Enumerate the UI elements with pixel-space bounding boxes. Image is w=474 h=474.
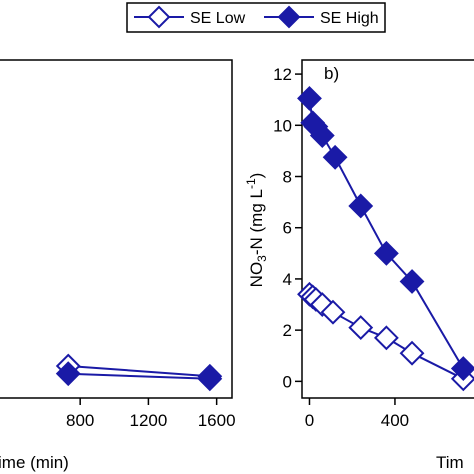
panel-a-x-ticks: 800 1200 1600 [66, 398, 236, 430]
legend-high-label: SE High [320, 10, 379, 27]
panel-a-series-1-point [197, 366, 223, 392]
panel-a-series-1-line [68, 372, 210, 380]
legend-low-marker [147, 5, 171, 29]
panel-b-series-1-point [322, 144, 348, 170]
legend-low-label: SE Low [190, 10, 246, 27]
y-title-end: ) [247, 173, 266, 179]
y-title-sub: 3 [255, 255, 269, 262]
panel-b-y-tick-label: 4 [283, 270, 292, 289]
panel-a-x-tick-label: 800 [66, 411, 94, 430]
panel-b-series-1-point [450, 356, 474, 381]
panel-b-x-tick-label: 0 [305, 411, 314, 430]
panel-b-y-ticks: 0 2 4 6 8 10 12 [273, 65, 302, 391]
panel-b-y-tick-label: 12 [273, 65, 292, 84]
panel-b-series-1-point [348, 193, 374, 219]
panel-a-frame [0, 59, 233, 399]
panel-a: 800 1200 1600 ime (min) [0, 59, 236, 472]
panel-b-y-tick-label: 10 [273, 116, 292, 135]
panel-a-series-1-point [55, 361, 81, 387]
panel-b: 0 400 0 2 4 6 8 10 12 b) NO3-N (mg L-1) Tim [244, 59, 474, 472]
panel-b-series-0-point [399, 340, 425, 366]
y-title-sup: -1 [244, 178, 258, 189]
panel-b-series-0-point [348, 315, 374, 340]
panel-a-series [55, 353, 223, 392]
panel-b-y-tick-label: 6 [283, 219, 292, 238]
panel-b-y-tick-label: 0 [283, 372, 292, 391]
panel-b-frame [301, 59, 474, 399]
panel-b-series-1-point [297, 85, 322, 111]
panel-a-x-axis-title: ime (min) [0, 453, 69, 472]
panel-b-series [297, 85, 474, 392]
panel-b-x-axis-title: Tim [436, 453, 464, 472]
panel-b-annotation: b) [324, 64, 339, 83]
legend-high-marker [277, 5, 301, 29]
panel-b-series-0-point [320, 299, 346, 325]
panel-a-series-0-line [68, 365, 210, 378]
panel-b-series-0-point [373, 325, 399, 351]
panel-a-x-tick-label: 1200 [129, 411, 167, 430]
panel-b-y-tick-label: 2 [283, 321, 292, 340]
legend-item-high: SE High [264, 5, 379, 29]
panel-b-x-ticks: 0 400 [305, 398, 409, 430]
panel-a-x-tick-label: 1600 [198, 411, 236, 430]
panel-b-x-tick-label: 400 [381, 411, 409, 430]
panel-b-series-1-point [373, 240, 399, 266]
legend: SE Low SE High [126, 2, 386, 33]
panel-b-series-1-point [399, 269, 425, 294]
panel-b-y-axis-title: NO3-N (mg L-1) [244, 173, 269, 288]
panel-b-y-tick-label: 8 [283, 168, 292, 187]
y-title-mid: -N (mg L [247, 189, 266, 255]
panel-b-series-1-point [309, 123, 335, 148]
legend-item-low: SE Low [134, 5, 246, 29]
